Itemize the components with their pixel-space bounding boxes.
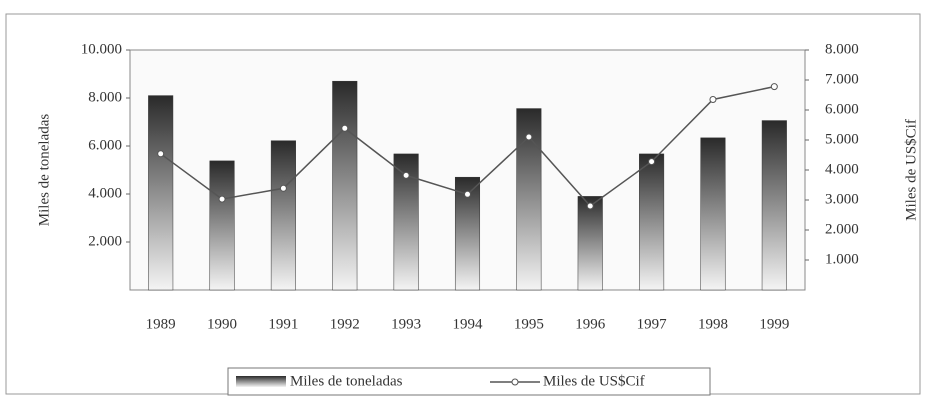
legend-label: Miles de US$Cif [543,373,645,389]
x-tick-label: 1994 [453,316,484,332]
y-axis-label: Miles de toneladas [36,114,52,227]
y-tick-label: 10.000 [81,41,122,57]
x-tick-label: 1989 [146,316,176,332]
line-point [586,202,594,210]
x-tick-label: 1998 [698,316,728,332]
bar [332,80,358,291]
x-tick-label: 1993 [391,316,421,332]
legend-box [227,367,711,396]
legend-marker [511,378,519,386]
line-point [279,184,287,192]
line-point [402,171,410,179]
line-point [770,83,778,91]
bar [639,153,665,291]
y2-tick-label: 2.000 [825,221,859,237]
x-tick-label: 1990 [207,316,237,332]
x-tick-label: 1996 [575,316,606,332]
y2-tick-label: 7.000 [825,71,859,87]
y2-tick-label: 6.000 [825,101,859,117]
line-point [341,124,349,132]
line-point [525,133,533,141]
bar [577,196,603,291]
legend-swatch [236,376,286,387]
y2-tick-label: 1.000 [825,251,859,267]
line-point [157,150,165,158]
y2-tick-label: 8.000 [825,41,859,57]
legend-label: Miles de toneladas [290,373,403,389]
y2-tick-label: 5.000 [825,131,859,147]
y2-tick-label: 4.000 [825,161,859,177]
x-tick-label: 1997 [637,316,668,332]
x-tick-label: 1995 [514,316,544,332]
y-tick-label: 4.000 [88,185,122,201]
x-tick-label: 1991 [268,316,298,332]
y2-tick-label: 3.000 [825,191,859,207]
y2-axis-label: Miles de US$Cif [903,119,919,221]
x-tick-label: 1999 [759,316,789,332]
x-tick-label: 1992 [330,316,360,332]
bar [148,95,174,291]
bar [761,120,787,291]
line-point [218,195,226,203]
line-point [648,158,656,166]
line-point [464,190,471,198]
bar [516,108,542,291]
y-tick-label: 6.000 [88,137,122,153]
bar [209,160,235,291]
y-tick-label: 8.000 [88,89,122,105]
bar [700,137,726,291]
bar [270,140,296,291]
line-point [709,96,717,103]
y-tick-label: 2.000 [88,233,122,249]
